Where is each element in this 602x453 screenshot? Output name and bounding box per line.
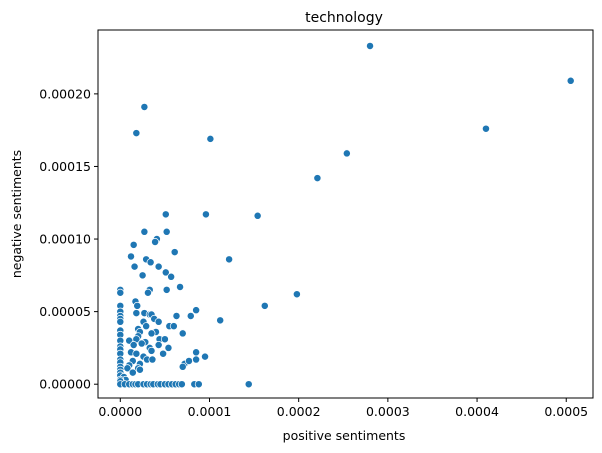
- data-point: [160, 335, 169, 344]
- data-point: [127, 252, 135, 261]
- data-point: [130, 262, 139, 271]
- x-tick-label: 0.0005: [544, 404, 588, 419]
- data-point: [162, 285, 171, 294]
- data-point: [164, 343, 173, 352]
- y-tick-label: 0.00005: [39, 304, 91, 319]
- data-point: [366, 42, 374, 50]
- data-point: [161, 210, 170, 219]
- data-point: [185, 357, 193, 365]
- data-point: [201, 352, 209, 361]
- data-point: [167, 272, 176, 281]
- data-point: [566, 76, 575, 85]
- data-point: [154, 262, 163, 271]
- data-point: [128, 368, 137, 377]
- data-point: [129, 341, 138, 349]
- data-point: [142, 322, 151, 331]
- x-tick-label: 0.0002: [277, 404, 321, 419]
- data-point: [116, 317, 125, 326]
- data-point: [154, 341, 163, 349]
- data-point: [313, 174, 322, 183]
- data-point: [159, 349, 168, 358]
- data-point: [138, 271, 147, 280]
- data-point: [129, 240, 138, 249]
- data-point: [132, 129, 141, 138]
- data-point: [170, 248, 179, 257]
- data-point: [147, 329, 156, 338]
- data-point: [216, 316, 225, 325]
- data-point: [132, 349, 141, 358]
- data-point: [161, 268, 170, 277]
- points-layer: [116, 42, 575, 389]
- plot-frame: [97, 29, 594, 399]
- data-point: [244, 380, 253, 389]
- data-point: [140, 227, 149, 236]
- data-point: [162, 227, 171, 236]
- data-point: [169, 322, 178, 331]
- y-tick-label: 0.00010: [39, 232, 91, 247]
- data-point: [154, 317, 163, 326]
- x-tick-label: 0.0004: [455, 404, 499, 419]
- data-point: [194, 380, 203, 389]
- data-point: [132, 309, 141, 318]
- data-point: [192, 348, 201, 357]
- data-point: [192, 306, 201, 315]
- data-point: [292, 290, 301, 299]
- data-point: [178, 362, 187, 371]
- y-tick-label: 0.00020: [39, 86, 91, 101]
- data-point: [140, 102, 149, 111]
- y-tick-label: 0.00015: [39, 159, 91, 174]
- y-axis-label: negative sentiments: [9, 150, 24, 278]
- data-point: [186, 312, 195, 320]
- data-point: [133, 301, 142, 310]
- data-point: [260, 301, 269, 310]
- data-point: [172, 312, 181, 320]
- x-axis-label: positive sentiments: [283, 428, 406, 443]
- data-point: [253, 211, 262, 220]
- data-point: [176, 283, 184, 291]
- x-tick-label: 0.0000: [98, 404, 142, 419]
- data-point: [151, 237, 160, 246]
- data-point: [137, 339, 146, 348]
- data-point: [143, 288, 152, 297]
- data-point: [135, 365, 144, 374]
- y-axis: 0.00000 0.00005 0.00010 0.00015 0.00020: [39, 86, 98, 392]
- x-axis: 0.0000 0.0001 0.0002 0.0003 0.0004 0.0005: [98, 398, 588, 419]
- data-point: [206, 134, 215, 143]
- chart-title: technology: [305, 10, 383, 26]
- data-point: [116, 288, 125, 297]
- data-point: [201, 210, 210, 219]
- data-point: [225, 255, 234, 264]
- data-point: [482, 124, 490, 133]
- data-point: [178, 329, 187, 338]
- x-tick-label: 0.0003: [366, 404, 410, 419]
- data-point: [342, 149, 351, 158]
- data-point: [147, 346, 156, 355]
- data-point: [146, 258, 155, 267]
- y-tick-label: 0.00000: [39, 377, 91, 392]
- x-tick-label: 0.0001: [188, 404, 232, 419]
- data-point: [148, 355, 157, 364]
- data-point: [177, 380, 186, 389]
- data-point: [123, 364, 132, 373]
- data-point: [192, 355, 201, 364]
